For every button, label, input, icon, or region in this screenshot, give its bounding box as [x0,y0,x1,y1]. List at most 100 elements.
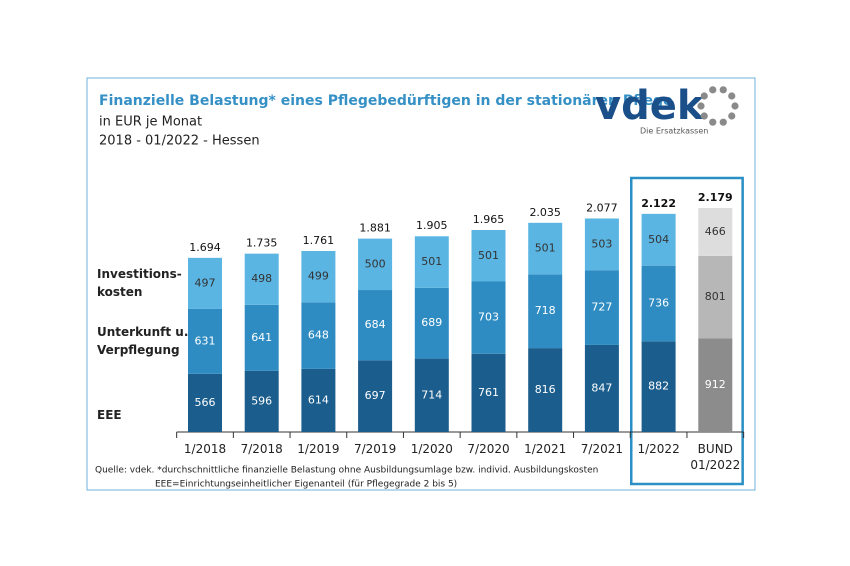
bar-segment [188,257,222,309]
bar-segment [358,290,393,361]
footnote: Quelle: vdek. *durchschnittliche finanzi… [95,466,598,476]
subtitle: 2018 - 01/2022 - Hessen [99,134,260,149]
logo-dot [719,86,727,94]
segment-label: 761 [478,386,499,399]
logo-tagline: Die Ersatzkassen [640,127,708,136]
bar-segment [584,270,619,345]
segment-label: 504 [648,233,669,246]
x-tick-label: 7/2020 [467,442,510,456]
segment-label: 912 [705,378,726,391]
x-tick-label: 1/2022 [637,442,680,456]
footnote: EEE=Einrichtungseinheitlicher Eigenantei… [155,480,457,490]
segment-label: 641 [251,331,272,344]
segment-label: 566 [195,396,216,409]
total-label: 2.077 [586,201,618,214]
segment-label: 816 [535,383,556,396]
segment-label: 714 [421,388,442,401]
x-tick-label: 7/2018 [240,442,283,456]
segment-label: 727 [591,301,612,314]
segment-label: 631 [195,334,216,347]
bar-segment [471,353,506,432]
segment-label: 498 [251,272,272,285]
logo-dot [709,118,717,126]
segment-label: 703 [478,311,499,324]
segment-label: 466 [705,225,726,238]
bar-segment [528,222,563,275]
segment-label: 614 [308,393,329,406]
bar-segment [698,255,733,339]
legend-label: Investitions- kosten [97,267,182,300]
bar-segment [414,287,449,359]
logo-dot [709,86,717,94]
total-label: 1.694 [189,241,221,254]
x-tick-label: 7/2019 [353,442,397,456]
bar-segment [301,250,336,303]
bar-segment [358,360,393,432]
subtitle: in EUR je Monat [99,115,202,130]
segment-label: 684 [365,318,386,331]
bar-segment [641,213,676,266]
logo-dot [697,102,705,110]
legend-label: EEE [97,407,122,422]
bar-segment [188,308,222,374]
logo-dot [700,112,708,120]
segment-label: 697 [365,389,386,402]
bar-segment [641,341,676,432]
logo-ring [697,86,739,126]
bar-segment [414,236,449,288]
total-label: 2.122 [641,197,676,210]
total-label: 1.905 [416,219,448,232]
segment-label: 503 [591,237,612,250]
segment-label: 501 [478,249,499,262]
bar-segment [584,218,619,271]
bar-segment [358,238,393,291]
bar-segment [528,348,563,432]
legend-label: Unterkunft u. Verpflegung [97,325,189,358]
segment-label: 847 [591,381,612,394]
bar-segment [471,229,506,282]
bar-segment [471,281,506,354]
segment-label: 801 [705,290,726,303]
segment-label: 718 [535,304,556,317]
total-label: 2.179 [698,191,733,204]
x-tick-label: BUND 01/2022 [690,442,741,472]
logo-dot [719,118,727,126]
total-label: 1.761 [303,234,335,247]
bar-segment [301,302,336,369]
bar-segment [698,338,733,432]
segment-label: 499 [308,270,329,283]
frame [86,77,756,491]
segment-label: 501 [421,255,442,268]
logo-dot [700,92,708,100]
segment-label: 882 [648,380,669,393]
segment-label: 596 [251,394,272,407]
total-label: 1.735 [246,237,278,250]
segment-label: 648 [308,329,329,342]
x-tick-label: 1/2021 [524,442,567,456]
x-tick-label: 1/2019 [297,442,340,456]
x-tick-label: 1/2018 [183,442,227,456]
total-label: 1.965 [473,213,505,226]
bar-segment [244,253,279,305]
logo-dot [728,92,736,100]
bar-segment [244,370,279,432]
x-tick-label: 7/2021 [580,442,623,456]
segment-label: 689 [421,316,442,329]
segment-label: 500 [365,257,386,270]
bar-segment [641,265,676,342]
bar-segment [301,368,336,432]
bar-segment [414,358,449,432]
bar-segment [698,208,733,256]
total-label: 2.035 [529,206,561,219]
bar-segment [244,304,279,371]
x-tick-label: 1/2020 [410,442,453,456]
highlight-box [630,176,744,486]
logo-dot [728,112,736,120]
logo-dot [731,102,739,110]
chart-title: Finanzielle Belastung* eines Pflegebedür… [99,93,673,109]
logo-text: vdek [595,83,705,129]
segment-label: 501 [535,242,556,255]
bar-segment [584,344,619,432]
total-label: 1.881 [359,222,391,235]
